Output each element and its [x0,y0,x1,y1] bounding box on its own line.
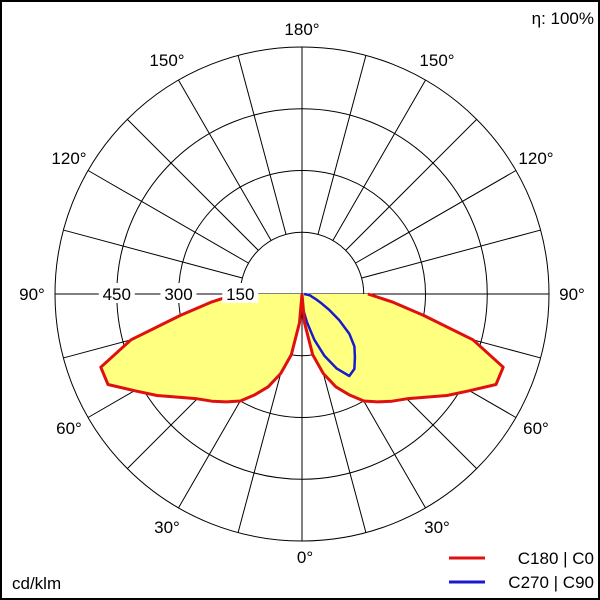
angle-label-150-right: 150° [419,51,454,70]
angle-label-120-left: 120° [51,149,86,168]
angle-label-30-left: 30° [154,518,180,537]
grid-spoke [317,353,367,533]
angle-label-90-left: 90° [19,285,45,304]
grid-spoke [87,170,249,264]
grid-spoke [361,229,541,279]
c180-curve [99,292,304,404]
c0-fill [302,294,504,402]
grid-spoke [345,118,478,251]
radial-tick-labels: 150 300 450 [98,283,259,304]
legend: C180 | C0 C270 | C90 [449,549,594,592]
grid-spoke [126,118,259,251]
angle-label-150-left: 150° [149,51,184,70]
grid-spoke [178,79,272,241]
c180-fill [100,294,302,402]
angle-label-120-right: 120° [518,149,553,168]
radial-tick-bg [222,283,259,303]
angle-label-60-right: 60° [523,419,549,438]
grid-spoke [355,170,517,264]
radial-tick-label: 300 [164,285,192,304]
grid-spoke [63,229,243,279]
angle-label-30-right: 30° [424,518,450,537]
intensity-curves [99,292,505,404]
angle-label-90-right: 90° [559,285,585,304]
angle-label-top: 180° [284,20,319,39]
efficiency-label: η: 100% [532,9,594,28]
angle-label-60-left: 60° [56,419,82,438]
angle-labels: 180° 150° 150° 120° 120° 90° 90° 60° 60°… [19,20,585,567]
radial-tick-label: 450 [103,285,131,304]
angle-label-bottom: 0° [297,548,313,567]
legend-label: C270 | C90 [508,573,594,592]
legend-label: C180 | C0 [518,549,594,568]
radial-tick-label: 150 [226,285,254,304]
radial-tick-bg [98,283,135,303]
c90-curve [300,292,357,378]
radial-tick-bg [160,283,197,303]
unit-label: cd/klm [12,574,61,593]
grid-spoke [332,79,426,241]
grid-spoke [237,55,287,235]
grid-spoke [317,55,367,235]
c0-curve [300,292,505,404]
grid-spoke [237,353,287,533]
